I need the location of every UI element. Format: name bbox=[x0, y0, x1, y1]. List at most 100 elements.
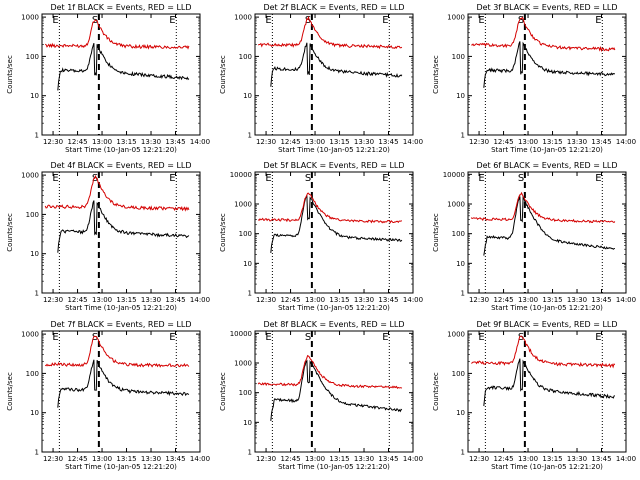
y-tick-label: 1000 bbox=[447, 331, 465, 339]
x-tick-label: 13:30 bbox=[141, 455, 161, 463]
y-tick-label: 1 bbox=[248, 132, 252, 140]
y-axis-label: Counts/sec bbox=[219, 55, 227, 94]
plot-frame bbox=[467, 171, 627, 294]
x-tick-label: 14:00 bbox=[403, 138, 423, 146]
y-tick-label: 1000 bbox=[21, 331, 39, 339]
y-tick-label: 1000 bbox=[447, 14, 465, 22]
panel-3: Det 3f BLACK = Events, RED = LLD 1 10 100 10… bbox=[432, 3, 636, 154]
marker-label: S bbox=[518, 332, 524, 343]
x-axis-label: Start Time (10-Jan-05 12:21:20) bbox=[491, 146, 603, 154]
x-tick-label: 12:45 bbox=[493, 296, 513, 304]
x-tick-label: 13:00 bbox=[518, 138, 538, 146]
panel-2: Det 2f BLACK = Events, RED = LLD 1 10 100 10… bbox=[219, 3, 423, 154]
x-tick-label: 12:45 bbox=[67, 138, 87, 146]
panel-title: Det 8f BLACK = Events, RED = LLD bbox=[263, 320, 404, 329]
x-tick-label: 13:15 bbox=[329, 138, 349, 146]
y-tick-label: 10000 bbox=[230, 171, 252, 179]
lld-series-line bbox=[44, 19, 190, 50]
y-tick-label: 10 bbox=[243, 92, 252, 100]
x-tick-label: 14:00 bbox=[190, 138, 210, 146]
x-tick-label: 14:00 bbox=[403, 455, 423, 463]
panel-title: Det 9f BLACK = Events, RED = LLD bbox=[476, 320, 617, 329]
plot-frame bbox=[41, 13, 201, 136]
panel-7: Det 7f BLACK = Events, RED = LLD 1 10 100 10… bbox=[6, 320, 210, 471]
marker-label: E bbox=[595, 332, 601, 343]
panel-title: Det 2f BLACK = Events, RED = LLD bbox=[263, 3, 404, 12]
events-series-line bbox=[483, 41, 616, 88]
x-tick-label: 13:15 bbox=[116, 455, 136, 463]
lld-series-line bbox=[257, 354, 403, 389]
x-tick-label: 12:30 bbox=[43, 138, 63, 146]
x-tick-label: 12:30 bbox=[469, 455, 489, 463]
marker-label: E bbox=[265, 332, 271, 343]
x-tick-label: 13:45 bbox=[591, 296, 611, 304]
panel-4: Det 4f BLACK = Events, RED = LLD 1 10 100 10… bbox=[6, 161, 210, 312]
y-tick-label: 1000 bbox=[234, 14, 252, 22]
x-tick-label: 14:00 bbox=[616, 455, 636, 463]
panel-5: Det 5f BLACK = Events, RED = LLD 1 10 100 10… bbox=[219, 161, 423, 312]
x-axis-label: Start Time (10-Jan-05 12:21:20) bbox=[278, 304, 390, 312]
lld-series-line bbox=[470, 191, 616, 224]
lld-series-line bbox=[44, 174, 190, 212]
y-axis-label: Counts/sec bbox=[6, 55, 14, 94]
marker-label: E bbox=[382, 173, 388, 184]
marker-label: E bbox=[382, 332, 388, 343]
marker-label: E bbox=[265, 173, 271, 184]
x-tick-label: 14:00 bbox=[616, 296, 636, 304]
y-tick-label: 1 bbox=[35, 449, 39, 457]
marker-label: E bbox=[478, 15, 484, 26]
panel-title: Det 3f BLACK = Events, RED = LLD bbox=[476, 3, 617, 12]
panel-title: Det 5f BLACK = Events, RED = LLD bbox=[263, 161, 404, 170]
marker-label: S bbox=[305, 15, 311, 26]
y-tick-label: 10 bbox=[30, 250, 39, 258]
x-tick-label: 12:45 bbox=[280, 138, 300, 146]
y-tick-label: 1000 bbox=[21, 172, 39, 180]
x-tick-label: 13:00 bbox=[92, 455, 112, 463]
x-tick-label: 14:00 bbox=[403, 296, 423, 304]
x-tick-label: 13:15 bbox=[329, 296, 349, 304]
panel-title: Det 1f BLACK = Events, RED = LLD bbox=[50, 3, 191, 12]
x-tick-label: 13:00 bbox=[92, 296, 112, 304]
panel-9: Det 9f BLACK = Events, RED = LLD 1 10 100 10… bbox=[432, 320, 636, 471]
panel-6: Det 6f BLACK = Events, RED = LLD 1 10 100 10… bbox=[432, 161, 636, 312]
x-tick-label: 13:00 bbox=[518, 455, 538, 463]
y-axis-label: Counts/sec bbox=[6, 213, 14, 252]
y-tick-label: 10 bbox=[243, 419, 252, 427]
y-tick-label: 10000 bbox=[230, 330, 252, 338]
x-tick-label: 13:30 bbox=[354, 455, 374, 463]
marker-label: E bbox=[169, 332, 175, 343]
marker-label: E bbox=[478, 332, 484, 343]
y-tick-label: 10000 bbox=[443, 171, 465, 179]
x-tick-label: 13:00 bbox=[305, 138, 325, 146]
x-tick-label: 12:30 bbox=[469, 296, 489, 304]
y-tick-label: 10 bbox=[456, 92, 465, 100]
plot-frame bbox=[254, 171, 414, 294]
y-tick-label: 1000 bbox=[234, 201, 252, 209]
events-series-line bbox=[57, 359, 190, 408]
marker-label: E bbox=[595, 15, 601, 26]
lld-series-line bbox=[257, 192, 403, 224]
marker-label: E bbox=[478, 173, 484, 184]
x-tick-label: 13:15 bbox=[329, 455, 349, 463]
panel-8: Det 8f BLACK = Events, RED = LLD 1 10 100 10… bbox=[219, 320, 423, 471]
events-series-line bbox=[483, 195, 615, 256]
plot-frame bbox=[41, 330, 201, 453]
x-tick-label: 13:30 bbox=[354, 296, 374, 304]
panel-title: Det 6f BLACK = Events, RED = LLD bbox=[476, 161, 617, 170]
x-tick-label: 12:30 bbox=[43, 296, 63, 304]
x-tick-label: 13:45 bbox=[378, 138, 398, 146]
events-series-line bbox=[270, 359, 403, 421]
y-axis-label: Counts/sec bbox=[219, 213, 227, 252]
y-tick-label: 10 bbox=[30, 409, 39, 417]
y-axis-label: Counts/sec bbox=[432, 55, 440, 94]
x-tick-label: 12:45 bbox=[67, 296, 87, 304]
x-axis-label: Start Time (10-Jan-05 12:21:20) bbox=[278, 463, 390, 471]
y-tick-label: 1000 bbox=[21, 14, 39, 22]
x-axis-label: Start Time (10-Jan-05 12:21:20) bbox=[65, 463, 177, 471]
y-tick-label: 1000 bbox=[447, 201, 465, 209]
y-tick-label: 100 bbox=[452, 230, 465, 238]
x-tick-label: 12:45 bbox=[67, 455, 87, 463]
x-tick-label: 13:15 bbox=[542, 138, 562, 146]
marker-label: E bbox=[382, 15, 388, 26]
lld-series-line bbox=[471, 16, 616, 53]
